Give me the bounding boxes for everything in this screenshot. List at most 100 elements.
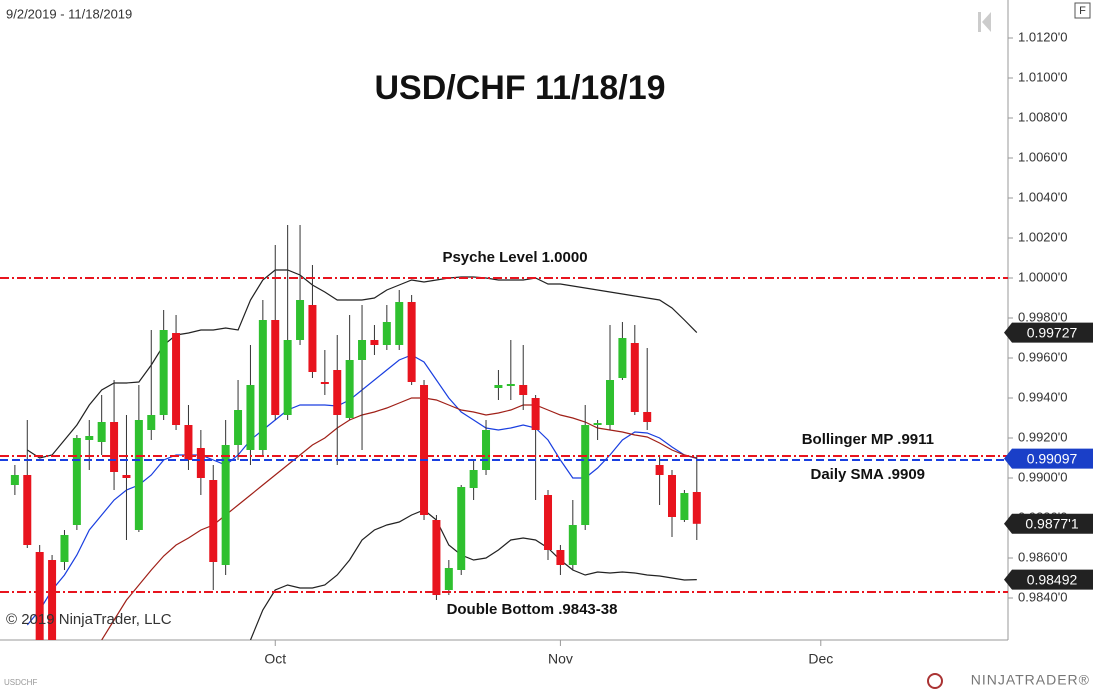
candle-body [134,420,143,530]
candle-body [382,322,391,345]
y-tick-label: 0.9860'0 [1018,549,1067,564]
candle-body [296,300,305,340]
price-marker-label: 0.9877'1 [1025,516,1078,532]
y-tick-label: 0.9900'0 [1018,469,1067,484]
plot-area [10,225,701,640]
y-tick-label: 1.0020'0 [1018,229,1067,244]
indicator-line [249,509,697,640]
price-marker [1004,513,1093,534]
symbol: USDCHF [4,678,37,687]
level-label: Double Bottom .9843-38 [447,601,618,618]
logo-icon [927,673,943,689]
candle-body [407,302,416,382]
candle-body [271,320,280,415]
candle-body [606,380,615,425]
format-button-label[interactable]: F [1079,5,1086,17]
candle-body [283,340,292,415]
candle-body [209,480,218,562]
x-tick-label: Oct [264,651,286,667]
price-marker [1004,322,1093,343]
level-label: Bollinger MP .9911 [802,431,934,448]
candle-body [482,430,491,470]
price-marker [1004,569,1093,590]
y-tick-label: 0.9940'0 [1018,389,1067,404]
candle-body [35,552,44,640]
level-label: Daily SMA .9909 [811,466,926,483]
candle-body [308,305,317,372]
chart-title: USD/CHF 11/18/19 [374,69,665,107]
indicator-line [26,269,698,459]
y-tick-label: 0.9840'0 [1018,589,1067,604]
candle-body [618,338,627,378]
candle-body [395,302,404,345]
candle-body [692,492,701,524]
candle-body [159,330,168,415]
candle-body [221,445,230,565]
y-tick-label: 1.0060'0 [1018,149,1067,164]
candle-body [85,436,94,440]
candle-body [680,493,689,520]
candle-body [23,475,32,545]
price-marker-label: 0.99097 [1027,450,1078,466]
candle-body [494,385,503,388]
candle-body [457,487,466,570]
candle-body [370,340,379,345]
candle-body [668,475,676,517]
candle-body [172,333,181,425]
candle-body [420,385,429,515]
logo: NINJATRADER® [971,672,1090,688]
candle-body [444,568,453,590]
candle-body [48,560,57,640]
price-marker-label: 0.98492 [1027,571,1078,587]
candle-body [581,425,590,525]
candle-body [110,422,119,472]
y-tick-label: 1.0120'0 [1018,29,1067,44]
candle-body [246,385,255,450]
candle-body [72,438,81,525]
price-marker [1004,448,1093,469]
candle-body [333,370,342,415]
candle-body [630,343,639,412]
candle-body [10,475,19,485]
candle-body [556,550,565,565]
candle-body [234,410,243,445]
y-tick-label: 1.0040'0 [1018,189,1067,204]
candle-body [593,423,602,425]
candle-body [531,398,540,430]
level-label: Psyche Level 1.0000 [442,249,587,266]
candle-body [358,340,367,360]
candle-body [147,415,156,430]
candle-body [519,385,528,395]
candle-body [196,448,205,478]
y-tick-label: 0.9980'0 [1018,309,1067,324]
copyright: © 2019 NinjaTrader, LLC [6,611,172,628]
candle-body [432,520,441,595]
y-tick-label: 1.0100'0 [1018,69,1067,84]
candle-body [97,422,106,442]
y-tick-label: 1.0080'0 [1018,109,1067,124]
price-marker-label: 0.99727 [1027,324,1078,340]
y-tick-label: 0.9960'0 [1018,349,1067,364]
x-tick-label: Nov [548,651,573,667]
candle-body [506,384,515,386]
candle-body [643,412,652,422]
candle-body [258,320,267,450]
candle-body [60,535,69,562]
candle-body [345,360,354,418]
date-range: 9/2/2019 - 11/18/2019 [6,6,132,21]
candle-body [320,382,329,384]
candle-body [655,465,664,475]
candle-body [544,495,553,550]
x-tick-label: Dec [808,651,833,667]
candle-body [568,525,577,565]
scroll-start-icon[interactable] [978,12,991,32]
candle-body [122,475,131,478]
y-tick-label: 1.0000'0 [1018,269,1067,284]
y-tick-label: 0.9920'0 [1018,429,1067,444]
candle-body [184,425,193,460]
format-button[interactable] [1074,2,1091,19]
candle-body [469,470,478,488]
